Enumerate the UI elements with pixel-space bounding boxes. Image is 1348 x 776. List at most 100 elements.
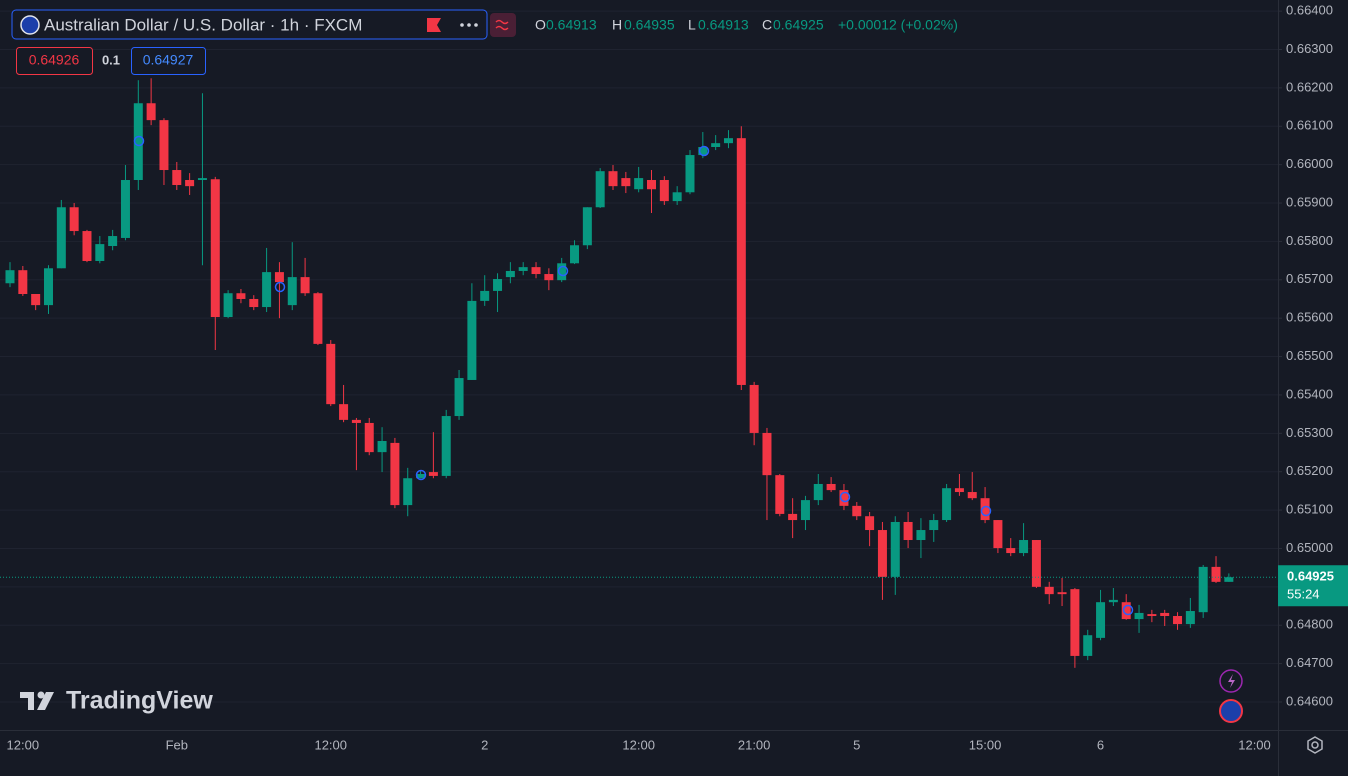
candle-body xyxy=(56,207,66,269)
y-tick-label: 0.65200 xyxy=(1286,463,1333,478)
candle-body xyxy=(1044,586,1054,595)
candles xyxy=(0,78,1278,668)
buy-button[interactable] xyxy=(131,47,206,75)
candle-body xyxy=(428,472,438,476)
settings-icon[interactable] xyxy=(1307,736,1323,754)
candle-body xyxy=(1083,635,1093,656)
candle-body xyxy=(390,442,400,506)
y-tick-label: 0.66300 xyxy=(1286,41,1333,56)
candle-body xyxy=(1173,616,1183,625)
x-tick-label: 12:00 xyxy=(7,737,40,752)
x-tick-label: 15:00 xyxy=(969,737,1002,752)
candle-body xyxy=(5,270,15,284)
symbol-flag xyxy=(20,15,40,35)
event-marker[interactable] xyxy=(557,265,569,277)
event-marker[interactable] xyxy=(839,491,851,503)
candle-body xyxy=(480,290,490,301)
candle-body xyxy=(300,277,310,294)
chart-title: Australian Dollar / U.S. Dollar · 1h · F… xyxy=(44,15,362,34)
watermark-logo xyxy=(20,691,54,710)
y-tick-label: 0.65500 xyxy=(1286,348,1333,363)
candle-body xyxy=(1006,548,1016,554)
candle-body xyxy=(197,178,207,181)
candle-body xyxy=(800,500,810,521)
watermark: TradingView xyxy=(66,687,213,715)
candle-body xyxy=(262,272,272,308)
event-marker[interactable] xyxy=(980,505,992,517)
candle-body xyxy=(698,146,708,156)
candle-body xyxy=(557,263,567,281)
x-tick-label: 12:00 xyxy=(622,737,655,752)
indicator-icon xyxy=(495,19,509,31)
event-marker[interactable] xyxy=(415,469,427,481)
candle-body xyxy=(1224,577,1234,582)
candle-body xyxy=(223,293,233,318)
candle-body xyxy=(518,267,528,271)
event-markers[interactable] xyxy=(133,135,1134,616)
more-icon[interactable] xyxy=(460,23,478,27)
candle-body xyxy=(813,483,823,501)
candle-body xyxy=(852,505,862,517)
candle-body xyxy=(1211,566,1221,582)
candle-body xyxy=(736,138,746,385)
event-marker[interactable] xyxy=(274,281,286,293)
candle-body xyxy=(544,274,554,281)
flag-icon[interactable] xyxy=(427,18,441,32)
ohlc-label: H xyxy=(612,17,622,33)
x-tick-label: 2 xyxy=(481,737,488,752)
candle-body xyxy=(339,404,349,420)
indicator-toggle[interactable] xyxy=(490,13,516,37)
ohlc-label: O xyxy=(535,17,546,33)
y-tick-label: 0.64800 xyxy=(1286,617,1333,632)
news-icon[interactable] xyxy=(1219,699,1243,723)
candle-body xyxy=(570,245,580,264)
y-tick-label: 0.66200 xyxy=(1286,79,1333,94)
candle-body xyxy=(377,440,387,453)
y-tick-label: 0.66100 xyxy=(1286,118,1333,133)
candle-body xyxy=(505,270,515,278)
y-tick-label: 0.65800 xyxy=(1286,233,1333,248)
candle-body xyxy=(454,378,464,417)
ohlc-label: C xyxy=(762,17,772,33)
y-tick-label: 0.65700 xyxy=(1286,271,1333,286)
candle-body xyxy=(108,236,118,247)
sell-button[interactable] xyxy=(16,47,93,75)
candle-body xyxy=(416,474,426,479)
candle-body xyxy=(236,293,246,299)
y-tick-label: 0.65100 xyxy=(1286,502,1333,517)
y-tick-label: 0.66400 xyxy=(1286,3,1333,18)
countdown-label: 55:24 xyxy=(1287,587,1320,602)
candle-body xyxy=(351,419,361,423)
candle-body xyxy=(18,270,28,294)
candle-body xyxy=(711,143,721,147)
candle-body xyxy=(1096,602,1106,638)
symbol-box[interactable] xyxy=(11,9,488,40)
ohlc-label: L xyxy=(688,17,696,33)
ohlc-change: +0.00012 (+0.02%) xyxy=(838,17,958,33)
event-marker[interactable] xyxy=(133,135,145,147)
candle-body xyxy=(69,207,79,232)
event-marker[interactable] xyxy=(698,145,710,157)
candle-body xyxy=(185,180,195,187)
x-tick-label: 21:00 xyxy=(738,737,771,752)
candle-body xyxy=(133,103,143,181)
x-tick-label: Feb xyxy=(166,737,188,752)
candle-body xyxy=(672,192,682,202)
candle-body xyxy=(582,207,592,246)
candle-body xyxy=(146,103,156,121)
x-tick-label: 5 xyxy=(853,737,860,752)
candle-body xyxy=(467,300,477,380)
event-marker[interactable] xyxy=(1122,604,1134,616)
candle-body xyxy=(762,432,772,476)
candle-body xyxy=(313,293,323,344)
candle-body xyxy=(159,120,169,171)
x-tick-label: 12:00 xyxy=(314,737,347,752)
ohlc-value: 0.64935 xyxy=(624,17,675,33)
last-price-label: 0.64925 xyxy=(1287,569,1334,584)
candle-body xyxy=(659,180,669,202)
candle-body xyxy=(942,488,952,521)
candle-body xyxy=(1198,566,1208,613)
candle-body xyxy=(595,171,605,208)
y-tick-label: 0.65600 xyxy=(1286,310,1333,325)
x-tick-label: 12:00 xyxy=(1238,737,1271,752)
